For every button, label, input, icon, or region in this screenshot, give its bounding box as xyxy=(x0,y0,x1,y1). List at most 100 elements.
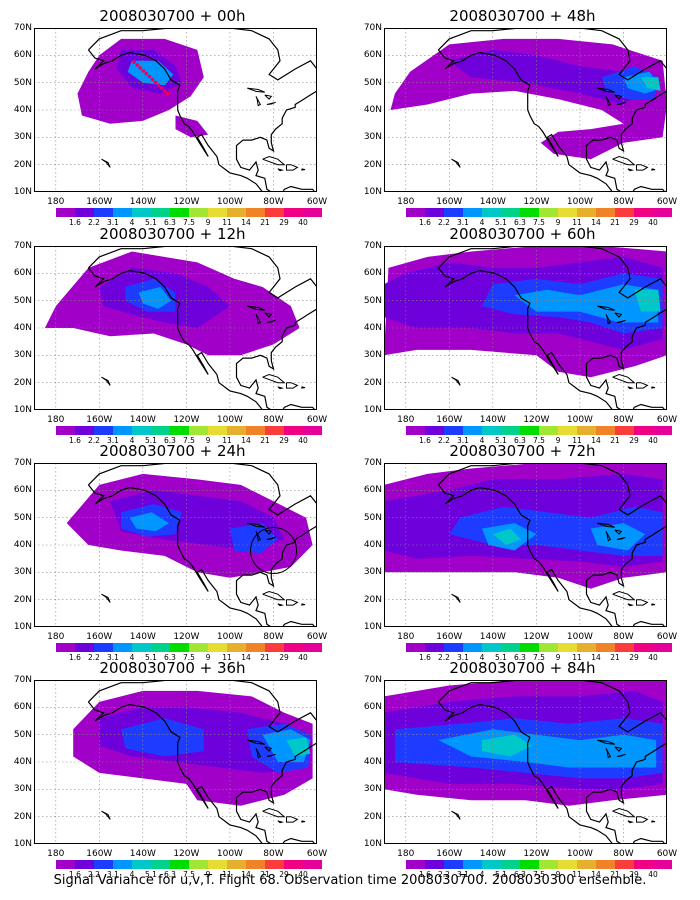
lat-tick-label: 30N xyxy=(13,350,32,361)
lon-tick-label: 160W xyxy=(86,632,113,642)
color-swatch xyxy=(189,643,208,652)
color-swatch xyxy=(425,860,444,869)
lat-tick-label: 20N xyxy=(13,377,32,388)
color-swatch xyxy=(463,208,482,217)
color-scale-label: 9 xyxy=(205,436,211,445)
color-scale-label: 3.1 xyxy=(457,218,469,227)
lake xyxy=(266,536,276,540)
island xyxy=(651,386,656,389)
lat-tick-label: 70N xyxy=(363,458,382,468)
color-swatch xyxy=(577,860,596,869)
color-scale-label: 4 xyxy=(129,870,135,879)
color-scale-label: 5.1 xyxy=(495,218,507,227)
island xyxy=(101,158,111,168)
lake xyxy=(616,101,626,105)
color-scale-label: 21 xyxy=(610,218,620,227)
color-scale-label: 9 xyxy=(555,653,561,662)
color-scale-label: 2.2 xyxy=(88,436,100,445)
lat-tick-label: 60N xyxy=(363,50,382,61)
color-swatch xyxy=(208,643,227,652)
color-swatch xyxy=(653,426,672,435)
lon-tick-label: 120W xyxy=(173,632,200,642)
island xyxy=(262,155,286,166)
color-swatch xyxy=(170,860,189,869)
color-swatch xyxy=(208,208,227,217)
color-scale-label: 7.5 xyxy=(533,653,545,662)
color-swatch xyxy=(615,860,634,869)
lat-tick-label: 70N xyxy=(13,23,32,33)
variance-map xyxy=(34,680,317,844)
lat-tick-label: 10N xyxy=(13,622,32,632)
coastline xyxy=(632,837,666,844)
color-scale-label: 7.5 xyxy=(533,218,545,227)
lake xyxy=(605,96,612,107)
variance-contour xyxy=(634,289,661,312)
lat-tick-label: 10N xyxy=(13,839,32,849)
color-scale-label: 6.3 xyxy=(514,218,526,227)
lat-tick-label: 30N xyxy=(363,132,382,143)
color-swatch xyxy=(539,426,558,435)
color-swatch xyxy=(596,643,615,652)
color-scale-label: 6.3 xyxy=(514,870,526,879)
lake xyxy=(255,531,262,542)
color-scale-label: 14 xyxy=(241,436,251,445)
color-scale-label: 14 xyxy=(591,218,601,227)
lat-tick-label: 40N xyxy=(363,323,382,333)
island xyxy=(636,382,649,389)
color-swatch xyxy=(303,860,322,869)
color-scale-label: 29 xyxy=(629,870,639,879)
color-scale-label: 29 xyxy=(629,653,639,662)
lon-tick-label: 180 xyxy=(47,415,65,425)
coastline xyxy=(87,680,317,844)
color-scale xyxy=(56,426,322,435)
lat-tick-label: 40N xyxy=(363,757,382,767)
lon-tick-label: 160W xyxy=(86,415,113,425)
color-swatch xyxy=(444,860,463,869)
color-swatch xyxy=(170,426,189,435)
lake xyxy=(605,748,612,759)
lon-tick-label: 100W xyxy=(216,197,243,207)
variance-contour xyxy=(138,287,172,309)
color-scale-label: 29 xyxy=(279,218,289,227)
color-scale-label: 6.3 xyxy=(164,870,176,879)
island xyxy=(451,810,461,820)
color-scale-label: 40 xyxy=(298,436,308,445)
lon-tick-label: 160W xyxy=(436,415,463,425)
island xyxy=(101,810,111,820)
color-scale-label: 29 xyxy=(629,436,639,445)
island xyxy=(627,168,635,172)
lat-tick-label: 20N xyxy=(363,377,382,388)
map-panel: 2008030700 + 36h 70N 60N 50N 40N 30N 20N 10N 180… xyxy=(0,658,345,879)
lon-tick-label: 120W xyxy=(523,415,550,425)
lat-tick-label: 10N xyxy=(363,405,382,415)
lat-tick-label: 70N xyxy=(363,675,382,685)
coastline xyxy=(437,246,667,410)
lake xyxy=(247,87,265,93)
color-scale-label: 1.6 xyxy=(419,218,431,227)
color-swatch xyxy=(151,208,170,217)
coastline xyxy=(437,463,667,627)
color-scale-label: 40 xyxy=(648,870,658,879)
color-scale-label: 9 xyxy=(555,870,561,879)
color-swatch xyxy=(170,208,189,217)
color-swatch xyxy=(406,426,425,435)
color-scale-label: 11 xyxy=(222,653,232,662)
color-swatch xyxy=(634,860,653,869)
color-scale-label: 11 xyxy=(222,870,232,879)
lat-tick-label: 60N xyxy=(13,485,32,496)
lon-tick-label: 140W xyxy=(479,415,506,425)
lon-tick-label: 60W xyxy=(656,849,678,859)
lat-tick-label: 40N xyxy=(13,323,32,333)
lon-tick-label: 160W xyxy=(86,849,113,859)
color-scale-label: 4 xyxy=(479,436,485,445)
island xyxy=(286,816,299,823)
color-swatch xyxy=(75,208,94,217)
color-swatch xyxy=(653,643,672,652)
variance-map xyxy=(34,463,317,627)
island xyxy=(262,807,286,818)
coastline xyxy=(87,246,317,410)
color-swatch xyxy=(539,860,558,869)
color-swatch xyxy=(501,426,520,435)
lon-tick-label: 100W xyxy=(216,849,243,859)
lat-tick-label: 30N xyxy=(13,132,32,143)
